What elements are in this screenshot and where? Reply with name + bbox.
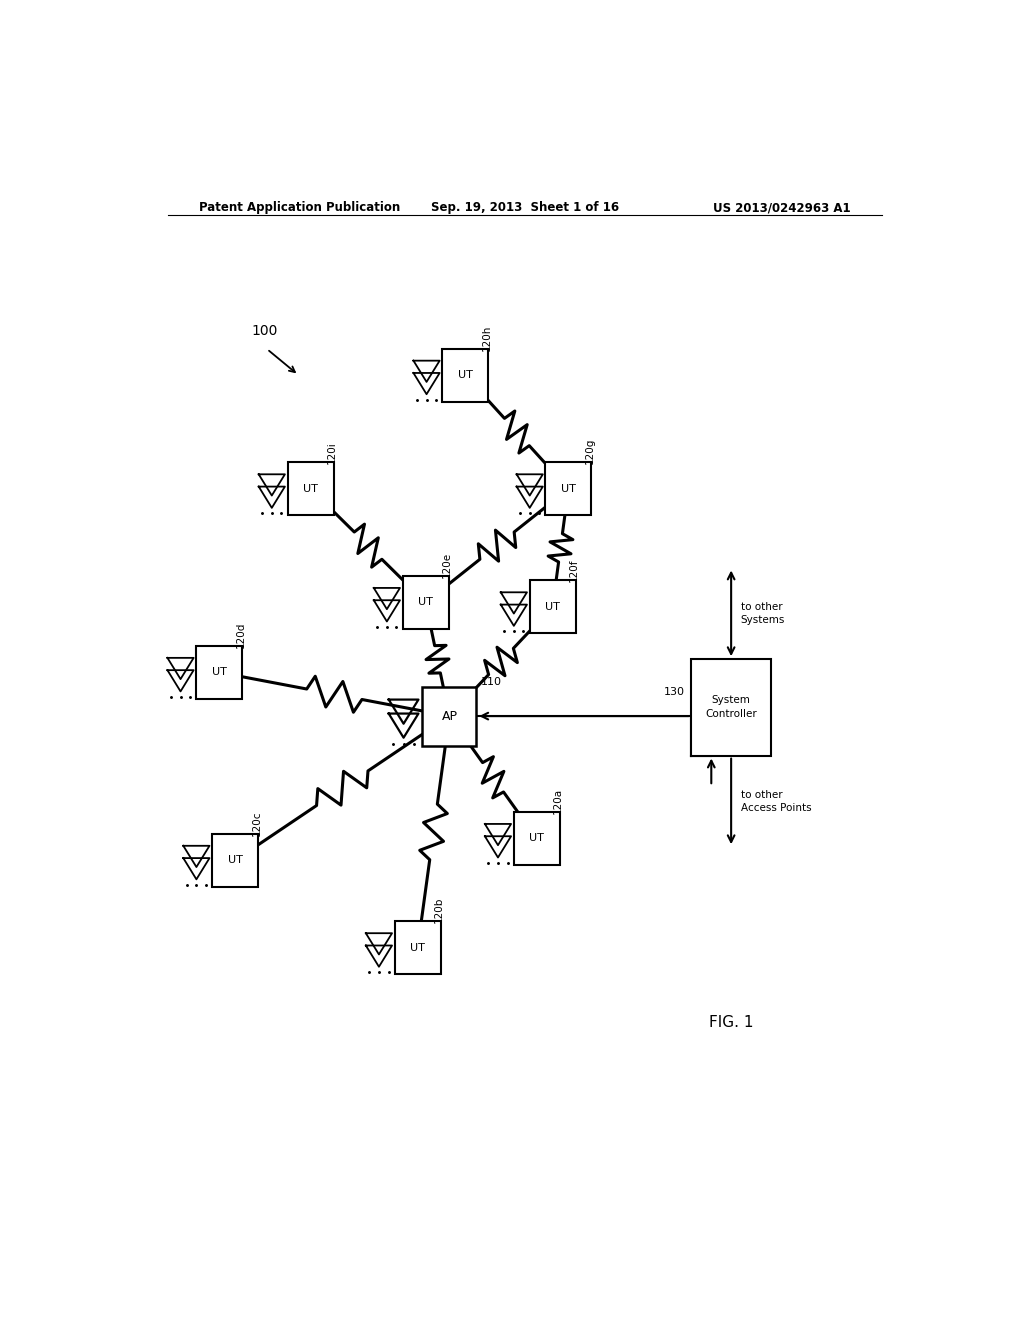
Text: 120a: 120a (553, 788, 563, 814)
Text: UT: UT (212, 668, 226, 677)
Text: 120b: 120b (434, 898, 443, 924)
Bar (514, 812, 560, 865)
Text: 120g: 120g (585, 438, 595, 465)
Text: 120f: 120f (568, 558, 579, 582)
Text: UT: UT (411, 942, 425, 953)
Text: 120i: 120i (327, 442, 337, 465)
Text: Sep. 19, 2013  Sheet 1 of 16: Sep. 19, 2013 Sheet 1 of 16 (431, 201, 618, 214)
Text: UT: UT (303, 484, 318, 494)
Text: System
Controller: System Controller (706, 696, 757, 719)
Bar (212, 834, 258, 887)
Text: 130: 130 (665, 688, 685, 697)
Bar (442, 348, 488, 401)
Text: UT: UT (545, 602, 560, 612)
Bar (691, 659, 771, 755)
Text: 120e: 120e (441, 552, 452, 578)
Text: 120c: 120c (251, 810, 261, 836)
Bar (546, 462, 592, 515)
Text: to other
Access Points: to other Access Points (740, 791, 811, 813)
Text: UT: UT (529, 833, 544, 843)
Bar (288, 462, 334, 515)
Bar (394, 921, 440, 974)
Text: UT: UT (227, 855, 243, 866)
Text: 100: 100 (251, 325, 278, 338)
Text: UT: UT (458, 370, 473, 380)
Text: to other
Systems: to other Systems (740, 602, 785, 624)
Bar (423, 686, 476, 746)
Text: UT: UT (561, 484, 575, 494)
Bar (197, 645, 243, 698)
Text: FIG. 1: FIG. 1 (709, 1015, 754, 1030)
Text: 110: 110 (480, 677, 502, 686)
Text: Patent Application Publication: Patent Application Publication (200, 201, 400, 214)
Bar (529, 581, 575, 634)
Text: US 2013/0242963 A1: US 2013/0242963 A1 (713, 201, 850, 214)
Text: AP: AP (441, 710, 458, 722)
Bar (402, 576, 449, 628)
Text: 120d: 120d (236, 622, 246, 648)
Text: UT: UT (418, 598, 433, 607)
Text: 120h: 120h (481, 325, 492, 351)
